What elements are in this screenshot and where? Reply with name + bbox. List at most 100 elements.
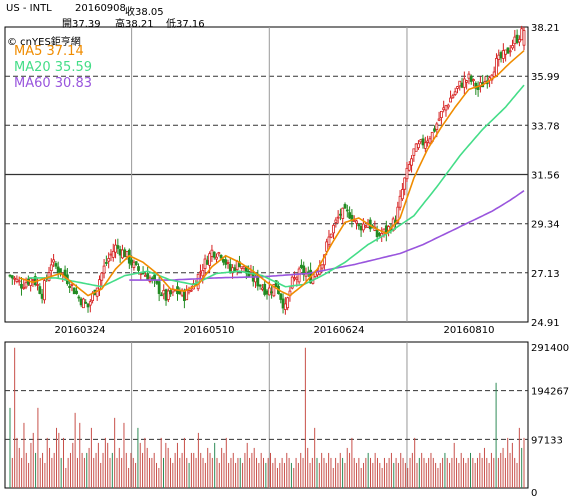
candle-body (428, 138, 432, 144)
candle-body (13, 277, 16, 280)
candle-body (146, 273, 150, 281)
brand-watermark: © cnYES鉅亨網 (7, 37, 81, 48)
candle-body (187, 290, 191, 293)
candle-body (511, 45, 514, 49)
candle-body (17, 280, 21, 283)
candle-body (300, 264, 303, 268)
candle-body (295, 277, 299, 280)
candle-body (281, 298, 285, 309)
candle-body (263, 283, 267, 295)
candle-body (88, 301, 92, 306)
candle-body (449, 97, 452, 103)
candle-body (405, 167, 409, 180)
ma60-line (129, 190, 525, 281)
volume-tick-label: 291400 (531, 343, 569, 354)
candle-body (72, 287, 76, 295)
ma20-line (28, 84, 525, 288)
candle-body (451, 95, 455, 99)
candle-body (125, 251, 129, 258)
candle-body (31, 279, 35, 281)
candle-body (24, 282, 28, 288)
volume-panel-frame (4, 341, 529, 489)
candle-body (235, 261, 239, 271)
candle-body (160, 294, 163, 297)
volume-bars (9, 347, 525, 488)
date-label: 20160908 (75, 3, 126, 14)
price-tick-label: 35.99 (531, 72, 560, 83)
candle-body (460, 82, 464, 88)
candle-body (143, 274, 147, 277)
price-tick-label: 31.56 (531, 171, 560, 182)
candle-body (513, 36, 517, 45)
candle-body (329, 233, 333, 238)
candle-body (364, 225, 368, 228)
volume-tick-label: 194267 (531, 387, 569, 398)
candle-body (410, 158, 413, 166)
candle-body (139, 273, 143, 275)
candle-body (348, 212, 352, 219)
candle-body (70, 284, 74, 286)
candle-body (38, 286, 42, 294)
candle-body (417, 143, 420, 149)
volume-tick-label: 0 (531, 488, 537, 499)
candle-body (352, 220, 356, 222)
candle-body (522, 30, 526, 46)
candle-body (116, 245, 120, 249)
price-tick-label: 29.34 (531, 220, 560, 231)
candle-body (497, 54, 501, 60)
candle-body (437, 118, 441, 121)
candle-body (325, 241, 329, 252)
price-tick-label: 27.13 (531, 269, 560, 280)
candle-body (336, 216, 340, 219)
candle-body (22, 286, 26, 289)
candle-body (56, 266, 60, 273)
candle-body (501, 50, 505, 59)
candle-body (446, 104, 450, 108)
candle-body (242, 266, 246, 269)
candle-body (439, 110, 443, 119)
date-tick-label: 20160810 (444, 325, 495, 336)
candle-body (102, 265, 106, 274)
candle-body (54, 263, 58, 267)
candle-body (378, 232, 381, 236)
legend-ma5: MA5 37.14 (14, 44, 84, 59)
candle-body (208, 253, 212, 266)
date-tick-label: 20160324 (55, 325, 106, 336)
candle-body (134, 261, 138, 266)
high-label: 高38.21 (115, 19, 154, 30)
candle-body (107, 258, 111, 262)
candle-body (226, 262, 230, 264)
candle-body (469, 75, 473, 82)
candle-body (421, 138, 425, 146)
candle-body (199, 271, 202, 274)
candle-body (222, 259, 225, 263)
candle-body (396, 206, 400, 223)
candle-body (297, 268, 301, 283)
candle-body (414, 143, 418, 152)
candle-body (118, 249, 122, 256)
candle-body (205, 260, 209, 265)
candlesticks (8, 25, 526, 315)
candle-body (43, 280, 46, 301)
candle-body (10, 275, 14, 279)
candle-body (320, 264, 324, 269)
candle-body (400, 189, 404, 200)
candle-body (456, 86, 459, 89)
candle-body (258, 284, 262, 287)
candle-body (339, 213, 342, 216)
candle-body (210, 249, 214, 257)
candle-body (398, 195, 402, 208)
candle-body (40, 293, 44, 299)
candle-body (442, 107, 446, 111)
candle-body (212, 251, 216, 258)
candle-body (361, 223, 365, 231)
price-tick-label: 33.78 (531, 121, 560, 132)
candle-body (332, 224, 335, 234)
candle-body (15, 278, 19, 282)
candle-body (423, 142, 427, 149)
candle-body (121, 249, 124, 259)
candle-body (261, 287, 264, 290)
candle-body (495, 58, 498, 76)
candle-body (355, 220, 358, 224)
